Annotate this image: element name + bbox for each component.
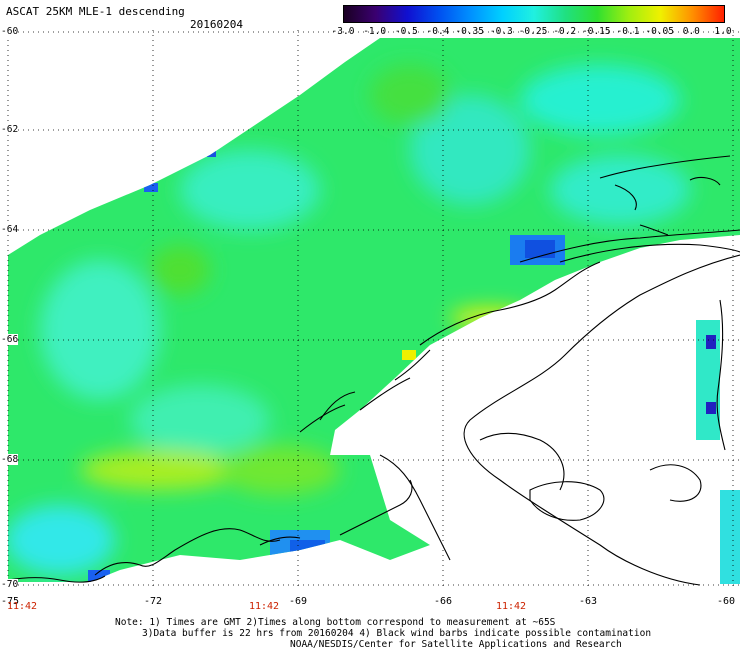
colorbar-gradient bbox=[344, 6, 724, 22]
colorbar-tick-label: -0.05 bbox=[645, 26, 674, 37]
lat-label: -64 bbox=[1, 224, 19, 235]
lon-label: -63 bbox=[578, 596, 598, 607]
colorbar-tick-label: -0.3 bbox=[489, 26, 513, 37]
colorbar-tick-label: -0.35 bbox=[455, 26, 484, 37]
colorbar-tick-label: 0.0 bbox=[682, 26, 700, 37]
colorbar-tick-label: -0.2 bbox=[553, 26, 577, 37]
lon-label: -60 bbox=[716, 596, 736, 607]
note-line-1: Note: 1) Times are GMT 2)Times along bot… bbox=[115, 617, 556, 628]
lat-label: -70 bbox=[1, 579, 19, 590]
lon-label: -72 bbox=[143, 596, 163, 607]
wind-swath bbox=[8, 38, 740, 582]
colorbar-tick-label: -0.4 bbox=[426, 26, 450, 37]
note-line-2: 3)Data buffer is 22 hrs from 20160204 4)… bbox=[142, 628, 652, 639]
colorbar-tick-labels: -3.0 -1.0 -0.5 -0.4 -0.35 -0.3 -0.25 -0.2 -0.15-… bbox=[0, 26, 740, 40]
lon-label: -66 bbox=[433, 596, 453, 607]
time-label: 11:42 bbox=[6, 601, 38, 612]
colorbar-tick-label: -0.5 bbox=[394, 26, 418, 37]
colorbar-tick-label: -0.15 bbox=[582, 26, 611, 37]
colorbar-tick-label: -0.25 bbox=[518, 26, 548, 37]
note-line-3: NOAA/NESDIS/Center for Satellite Applica… bbox=[290, 639, 622, 650]
graticule bbox=[7, 30, 740, 590]
colorbar-tick-label: 1.0 bbox=[714, 26, 732, 37]
colorbar bbox=[343, 5, 725, 23]
colorbar-tick-label: -1.0 bbox=[363, 26, 387, 37]
lon-label: -75 bbox=[0, 596, 20, 607]
lat-label: -60 bbox=[1, 26, 19, 37]
coastline bbox=[7, 155, 740, 586]
time-label: 11:42 bbox=[248, 601, 280, 612]
lat-label: -68 bbox=[1, 454, 19, 465]
lat-label: -62 bbox=[1, 124, 19, 135]
lon-label: -69 bbox=[288, 596, 308, 607]
map-title: ASCAT 25KM MLE-1 descending bbox=[6, 5, 185, 18]
colorbar-tick-label: -3.0 bbox=[331, 26, 355, 37]
map-date: 20160204 bbox=[190, 18, 243, 31]
time-label: 11:42 bbox=[495, 601, 527, 612]
colorbar-tick-label: -0.1 bbox=[616, 26, 640, 37]
east-swath bbox=[696, 320, 740, 584]
lat-label: -66 bbox=[1, 334, 19, 345]
